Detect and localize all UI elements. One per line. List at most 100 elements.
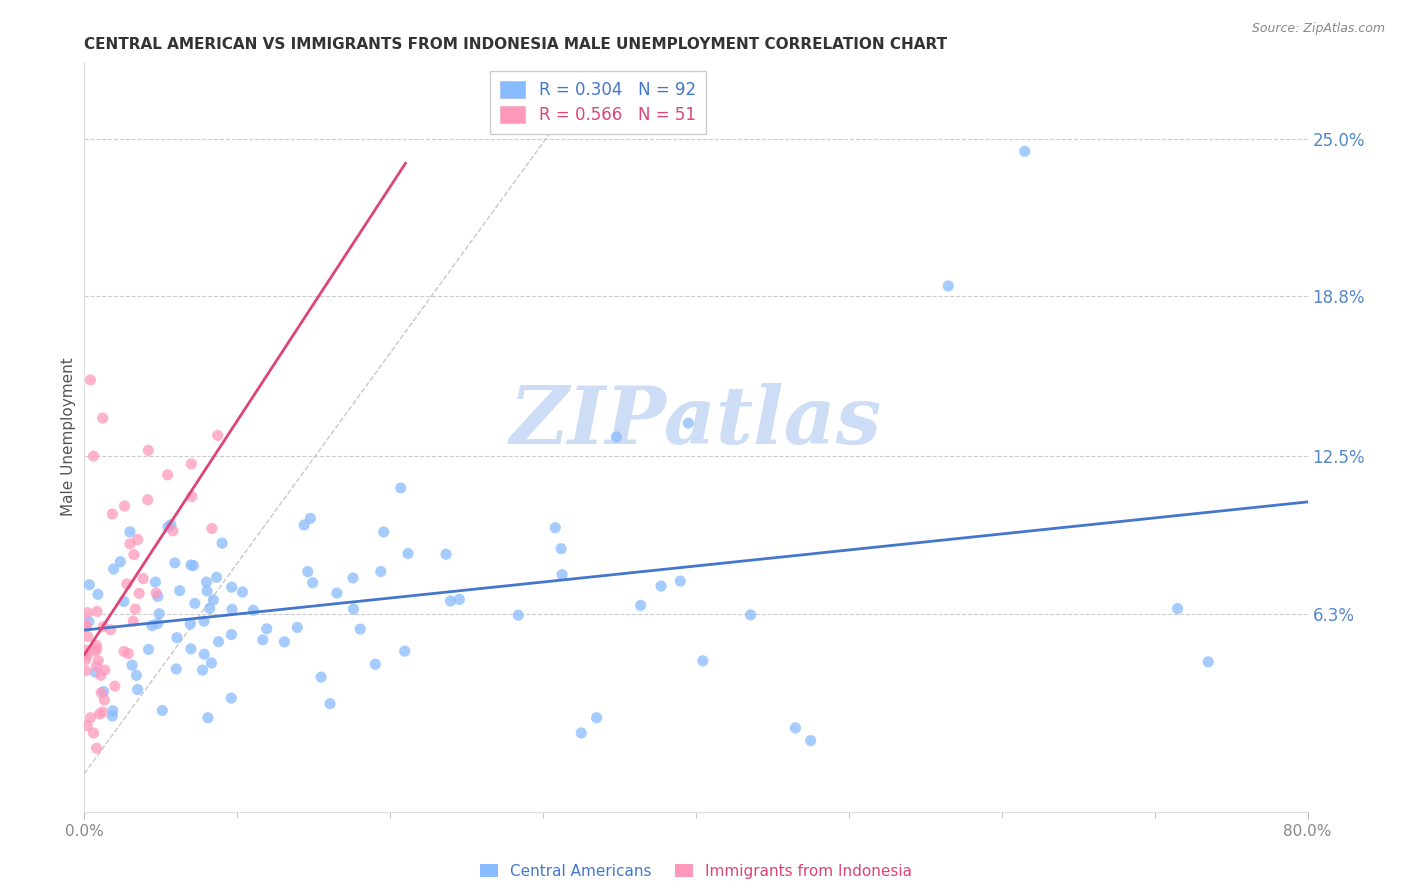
Point xyxy=(195,584,218,599)
Point xyxy=(120,537,142,551)
Point xyxy=(200,656,222,670)
Point xyxy=(800,733,823,747)
Point xyxy=(75,664,97,678)
Point xyxy=(292,518,315,533)
Point xyxy=(75,652,97,666)
Text: ZIPatlas: ZIPatlas xyxy=(510,384,882,461)
Point xyxy=(221,627,243,641)
Point xyxy=(157,520,180,534)
Point xyxy=(79,577,101,591)
Point xyxy=(104,679,127,693)
Point xyxy=(101,507,124,521)
Text: Source: ZipAtlas.com: Source: ZipAtlas.com xyxy=(1251,22,1385,36)
Y-axis label: Male Unemployment: Male Unemployment xyxy=(60,358,76,516)
Point xyxy=(180,490,202,504)
Point xyxy=(201,521,224,535)
Point xyxy=(83,726,105,740)
Point xyxy=(207,428,229,442)
Point xyxy=(76,719,98,733)
Point xyxy=(202,593,225,607)
Point xyxy=(75,619,97,633)
Point xyxy=(160,517,183,532)
Point xyxy=(396,547,419,561)
Point xyxy=(121,658,143,673)
Point xyxy=(297,565,319,579)
Point xyxy=(1197,655,1219,669)
Point xyxy=(373,524,395,539)
Point xyxy=(122,614,145,628)
Point xyxy=(132,572,155,586)
Point xyxy=(75,617,97,632)
Point xyxy=(83,644,105,658)
Point xyxy=(90,686,112,700)
Point xyxy=(86,642,108,657)
Point xyxy=(180,457,202,471)
Point xyxy=(273,635,295,649)
Point xyxy=(127,682,149,697)
Point xyxy=(326,586,349,600)
Point xyxy=(101,709,124,723)
Point xyxy=(301,575,323,590)
Point xyxy=(692,654,714,668)
Point xyxy=(101,704,124,718)
Point xyxy=(650,579,672,593)
Point xyxy=(93,693,115,707)
Point xyxy=(342,602,364,616)
Point xyxy=(242,603,264,617)
Point xyxy=(569,726,592,740)
Legend: Central Americans, Immigrants from Indonesia: Central Americans, Immigrants from Indon… xyxy=(472,856,920,887)
Point xyxy=(136,443,159,458)
Point xyxy=(127,533,149,547)
Point xyxy=(207,634,229,648)
Point xyxy=(93,620,115,634)
Point xyxy=(605,430,627,444)
Point xyxy=(183,558,205,573)
Point xyxy=(319,697,342,711)
Text: CENTRAL AMERICAN VS IMMIGRANTS FROM INDONESIA MALE UNEMPLOYMENT CORRELATION CHAR: CENTRAL AMERICAN VS IMMIGRANTS FROM INDO… xyxy=(84,37,948,52)
Point xyxy=(179,617,201,632)
Point xyxy=(122,548,145,562)
Point xyxy=(83,449,105,463)
Point xyxy=(77,615,100,629)
Point xyxy=(550,541,572,556)
Point xyxy=(169,583,191,598)
Point xyxy=(146,590,169,604)
Point xyxy=(551,567,574,582)
Point xyxy=(219,691,242,706)
Point xyxy=(103,562,125,576)
Point xyxy=(221,580,243,594)
Point xyxy=(252,632,274,647)
Point xyxy=(87,654,110,668)
Point xyxy=(364,657,387,672)
Point xyxy=(198,601,221,615)
Point xyxy=(184,596,207,610)
Point xyxy=(1014,145,1036,159)
Point xyxy=(79,711,101,725)
Point xyxy=(115,577,138,591)
Point xyxy=(89,707,111,722)
Point xyxy=(180,558,202,572)
Point xyxy=(100,623,122,637)
Point xyxy=(299,511,322,525)
Point xyxy=(195,575,218,590)
Point xyxy=(165,662,187,676)
Point xyxy=(141,618,163,632)
Point xyxy=(148,607,170,621)
Point xyxy=(128,586,150,600)
Point xyxy=(125,668,148,682)
Point xyxy=(84,665,107,680)
Point xyxy=(75,643,97,657)
Point xyxy=(76,606,98,620)
Point xyxy=(508,608,530,623)
Point xyxy=(434,547,457,561)
Point xyxy=(678,416,700,430)
Point xyxy=(112,594,135,608)
Point xyxy=(87,587,110,601)
Point xyxy=(114,499,136,513)
Point xyxy=(124,602,146,616)
Point xyxy=(669,574,692,588)
Point xyxy=(256,622,278,636)
Point xyxy=(193,614,215,628)
Point xyxy=(138,642,160,657)
Point xyxy=(394,644,416,658)
